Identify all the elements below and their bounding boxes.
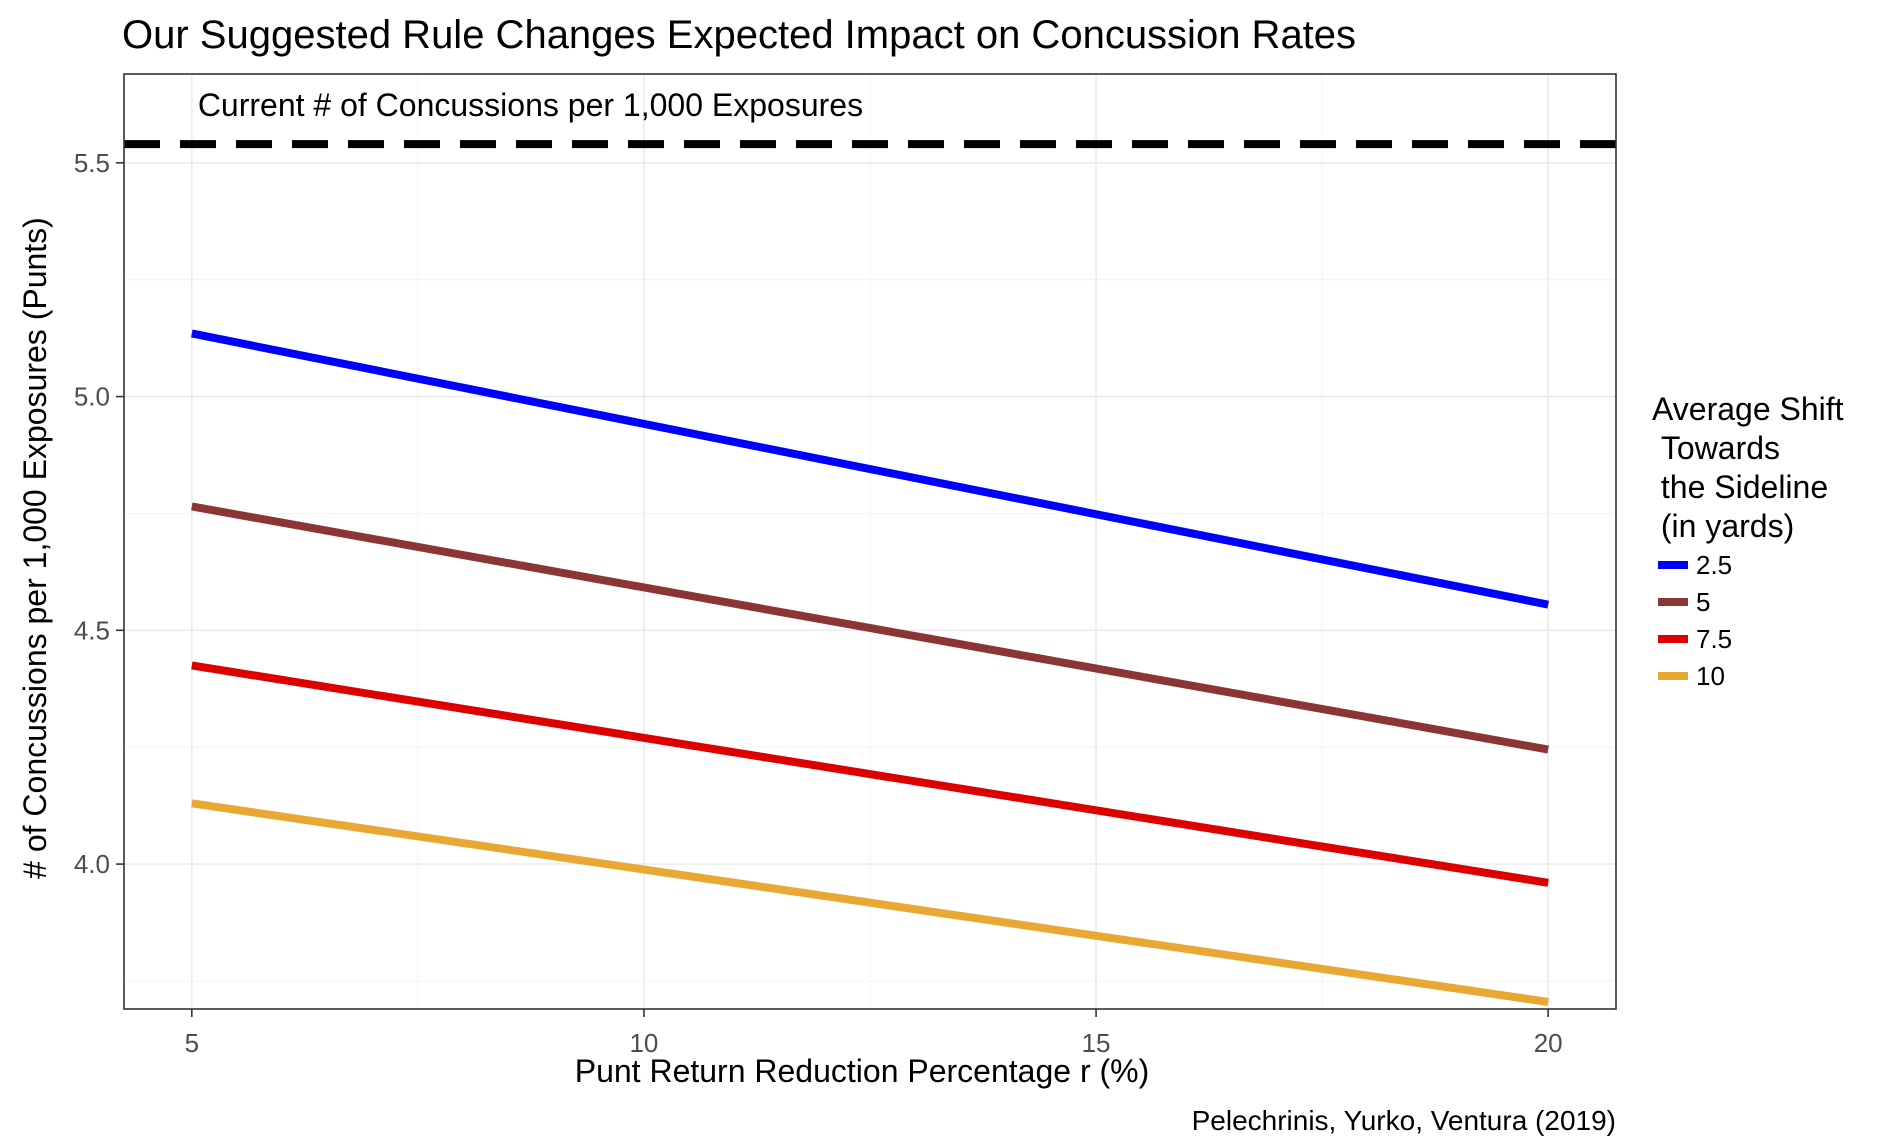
grid (124, 74, 1616, 1009)
legend-label: 2.5 (1696, 550, 1732, 580)
chart-title: Our Suggested Rule Changes Expected Impa… (122, 13, 1356, 57)
legend-title-line: (in yards) (1652, 508, 1794, 544)
series-lines (191, 329, 1549, 1006)
plot-panel-border (123, 73, 1617, 1010)
legend: Average Shift Towards the Sideline (in y… (1652, 391, 1844, 691)
reference-line-label: Current # of Concussions per 1,000 Expos… (198, 87, 863, 123)
x-tick-label: 20 (1534, 1028, 1563, 1058)
x-axis-ticks: 5 10 15 20 (185, 1009, 1563, 1058)
legend-title: Average Shift Towards the Sideline (in y… (1652, 391, 1844, 544)
legend-item: 2.5 (1658, 550, 1732, 580)
legend-item: 10 (1658, 661, 1725, 691)
legend-label: 7.5 (1696, 624, 1732, 654)
legend-label: 5 (1696, 587, 1710, 617)
x-axis-title: Punt Return Reduction Percentage r (%) (575, 1053, 1150, 1089)
legend-item: 5 (1658, 587, 1710, 617)
y-axis-ticks: 4.0 4.5 5.0 5.5 (74, 148, 124, 879)
series-line-2-5 (191, 329, 1549, 609)
y-tick-label: 5.5 (74, 148, 110, 178)
legend-items: 2.5 5 7.5 10 (1658, 550, 1732, 691)
y-tick-label: 4.0 (74, 849, 110, 879)
x-tick-label: 10 (629, 1028, 658, 1058)
y-tick-label: 5.0 (74, 382, 110, 412)
series-line-7-5 (191, 661, 1549, 887)
x-tick-label: 5 (185, 1028, 199, 1058)
legend-title-line: the Sideline (1652, 469, 1828, 505)
series-line-5 (191, 502, 1549, 754)
legend-title-line: Towards (1652, 430, 1780, 466)
legend-title-line: Average Shift (1652, 391, 1844, 427)
legend-label: 10 (1696, 661, 1725, 691)
series-line-10 (191, 799, 1549, 1006)
legend-item: 7.5 (1658, 624, 1732, 654)
x-tick-label: 15 (1082, 1028, 1111, 1058)
y-axis-title: # of Concussions per 1,000 Exposures (Pu… (17, 217, 53, 879)
caption: Pelechrinis, Yurko, Ventura (2019) (1192, 1105, 1616, 1136)
y-tick-label: 4.5 (74, 615, 110, 645)
